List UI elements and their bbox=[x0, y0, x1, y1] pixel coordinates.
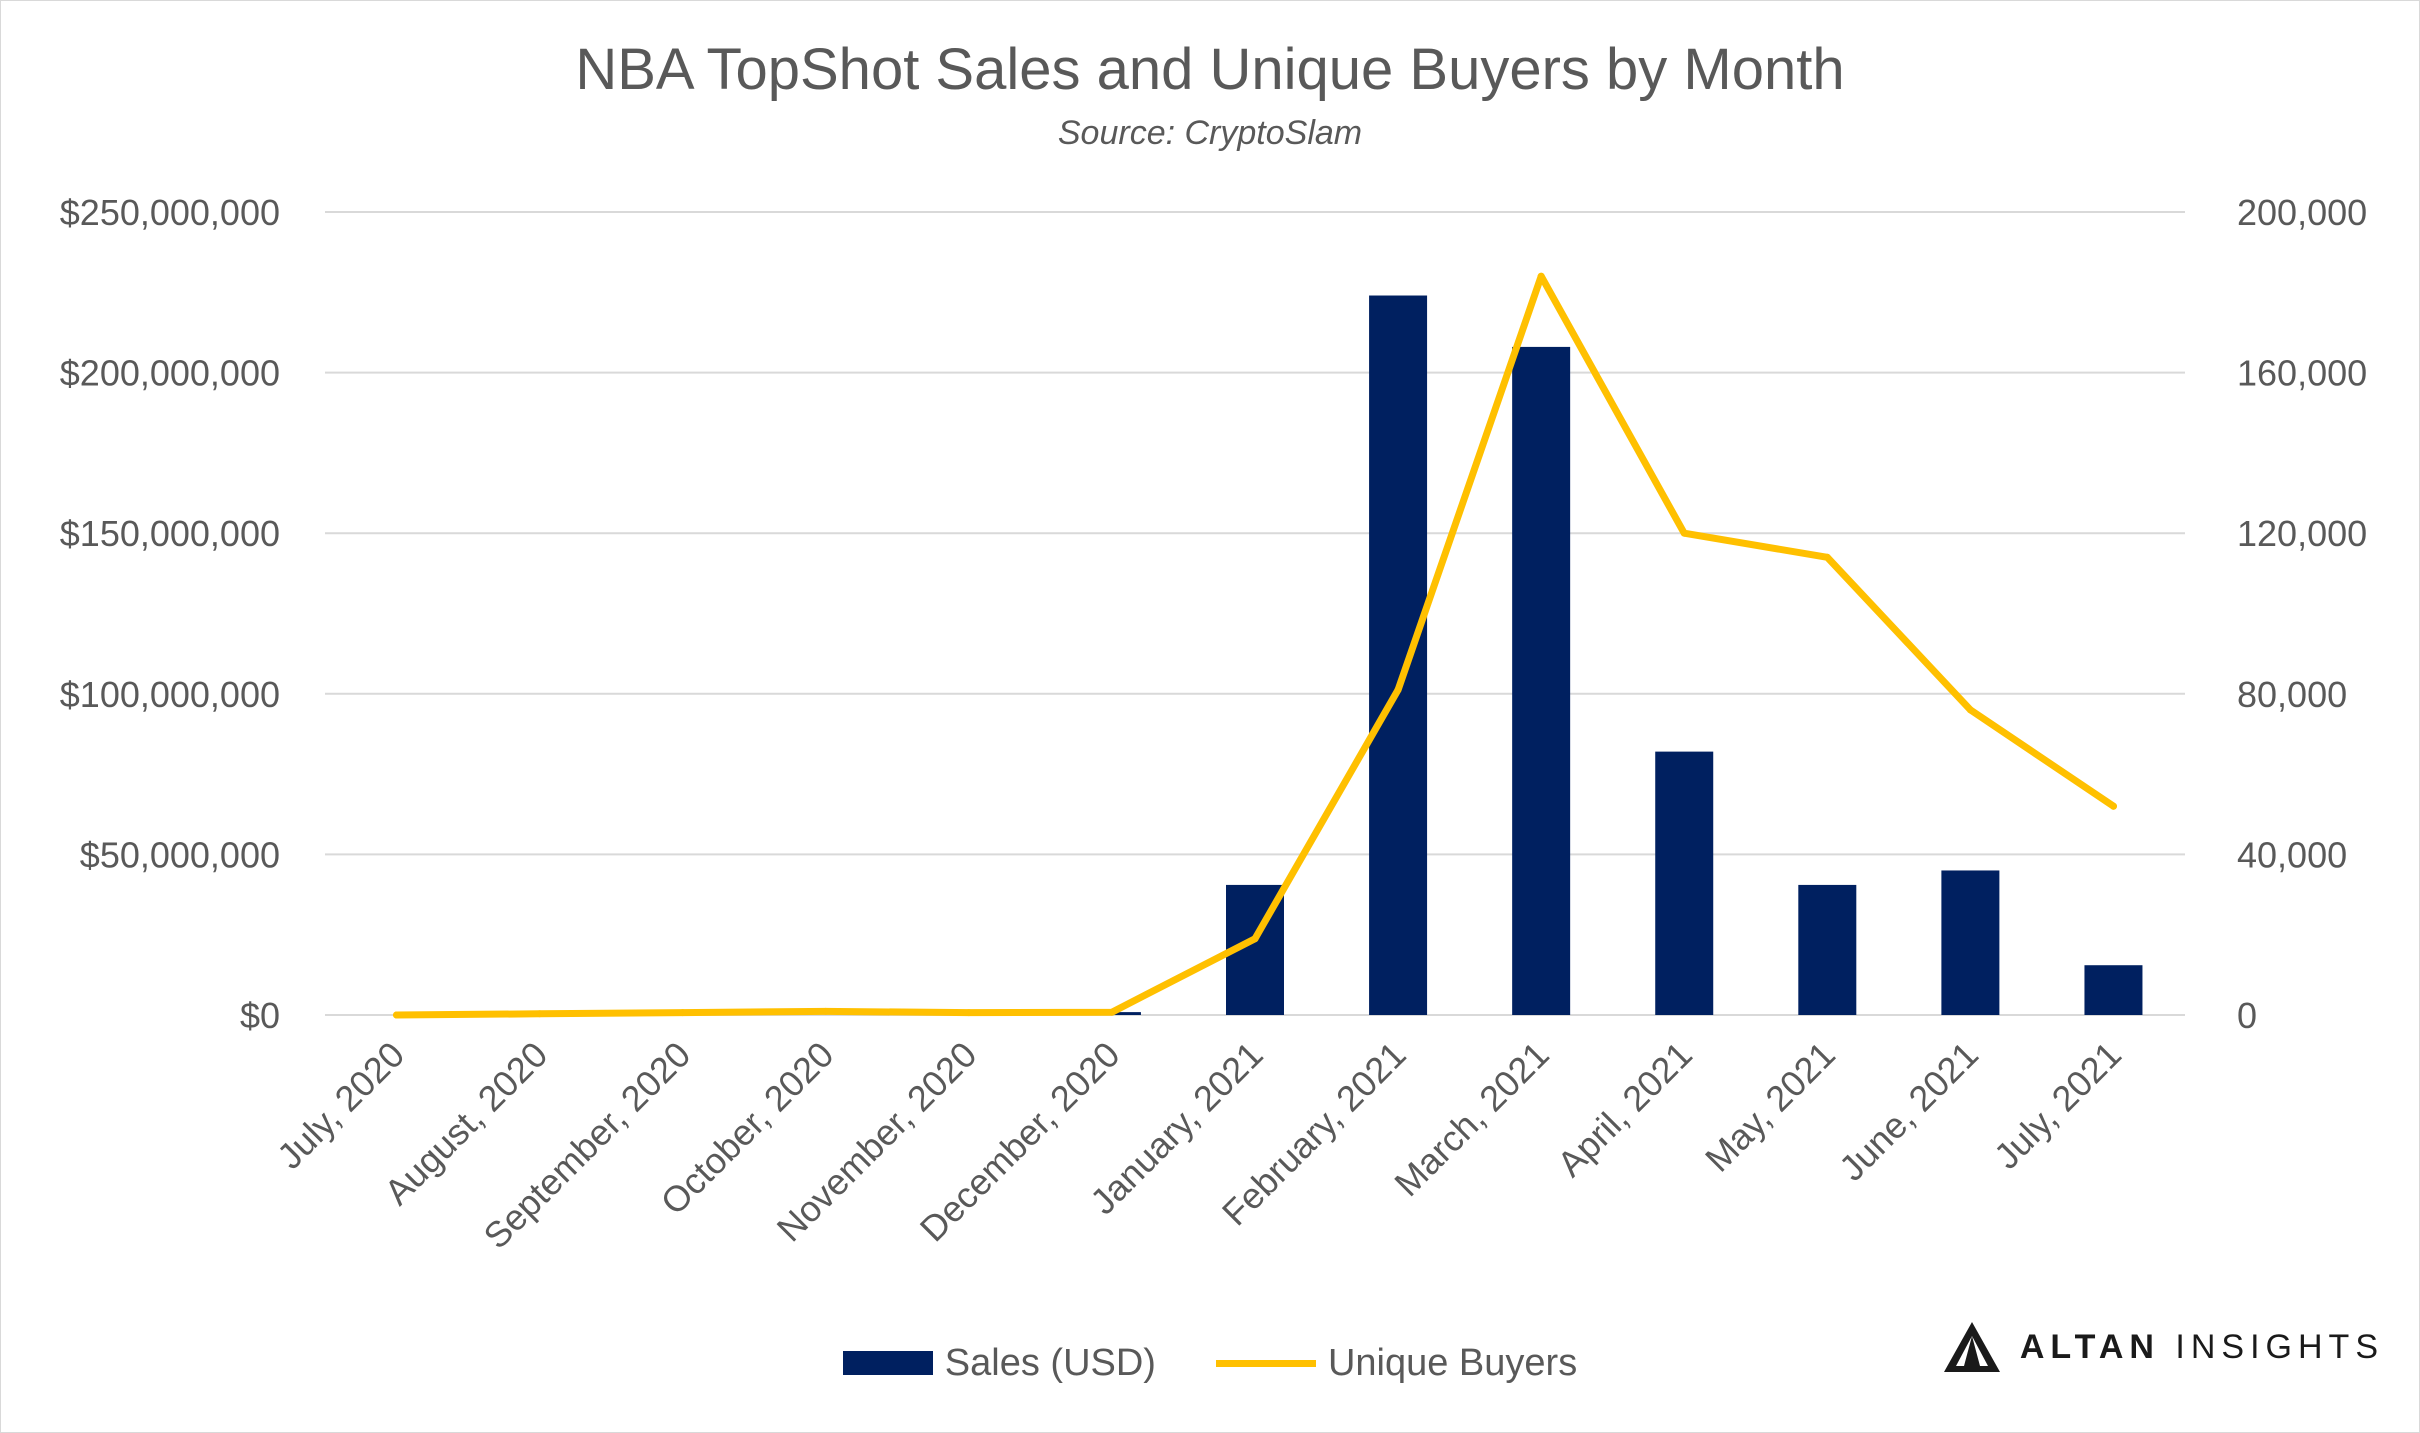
sales-bar bbox=[2084, 965, 2143, 1015]
y-right-tick-label: 40,000 bbox=[2237, 834, 2347, 875]
x-tick-label: April, 2021 bbox=[1549, 1034, 1700, 1185]
x-tick-label: July, 2020 bbox=[269, 1034, 412, 1177]
unique-buyers-point bbox=[822, 1007, 830, 1015]
unique-buyers-point bbox=[393, 1011, 401, 1019]
triangle-logo-icon bbox=[1943, 1322, 2000, 1372]
y-right-tick-label: 120,000 bbox=[2237, 513, 2367, 554]
chart-subtitle: Source: CryptoSlam bbox=[1057, 114, 1363, 152]
legend-label-sales: Sales (USD) bbox=[944, 1341, 1156, 1384]
legend-swatch-buyers bbox=[1215, 1359, 1316, 1367]
legend-swatch-sales bbox=[842, 1351, 933, 1375]
sales-bar bbox=[1798, 884, 1857, 1015]
x-tick-label: May, 2021 bbox=[1697, 1034, 1843, 1180]
brand-logo: ALTAN INSIGHTS bbox=[1940, 1318, 2384, 1376]
brand-name: ALTAN INSIGHTS bbox=[2019, 1327, 2384, 1366]
unique-buyers-point bbox=[1966, 706, 1974, 714]
unique-buyers-point bbox=[1394, 686, 1402, 694]
x-tick-label: March, 2021 bbox=[1386, 1034, 1556, 1204]
y-left-tick-label: $250,000,000 bbox=[60, 192, 280, 233]
y-right-tick-label: 0 bbox=[2237, 995, 2257, 1036]
y-left-tick-label: $200,000,000 bbox=[60, 353, 280, 394]
y-right-tick-label: 160,000 bbox=[2237, 353, 2367, 394]
sales-bar bbox=[1369, 295, 1428, 1016]
unique-buyers-point bbox=[536, 1010, 544, 1018]
x-tick-label: July, 2021 bbox=[1986, 1034, 2129, 1177]
unique-buyers-point bbox=[1823, 553, 1831, 561]
unique-buyers-point bbox=[2109, 802, 2117, 810]
y-left-tick-label: $100,000,000 bbox=[60, 674, 280, 715]
y-left-tick-label: $150,000,000 bbox=[60, 513, 280, 554]
legend-label-buyers: Unique Buyers bbox=[1327, 1341, 1578, 1384]
sales-bar bbox=[1941, 870, 2000, 1015]
y-left-tick-label: $0 bbox=[240, 995, 280, 1036]
y-right-tick-label: 200,000 bbox=[2237, 192, 2367, 233]
sales-bar bbox=[1655, 751, 1714, 1015]
unique-buyers-point bbox=[1251, 935, 1259, 943]
unique-buyers-point bbox=[1108, 1008, 1116, 1016]
chart-legend: Sales (USD) Unique Buyers bbox=[0, 1338, 2420, 1388]
x-tick-label: June, 2021 bbox=[1831, 1034, 1986, 1189]
unique-buyers-point bbox=[965, 1009, 973, 1017]
unique-buyers-point bbox=[679, 1009, 687, 1017]
unique-buyers-point bbox=[1680, 529, 1688, 537]
legend-item-buyers: Unique Buyers bbox=[1215, 1341, 1578, 1385]
y-right-tick-label: 80,000 bbox=[2237, 674, 2347, 715]
sales-bar bbox=[1512, 346, 1571, 1015]
unique-buyers-point bbox=[1537, 272, 1545, 280]
chart-title: NBA TopShot Sales and Unique Buyers by M… bbox=[575, 37, 1845, 102]
y-left-tick-label: $50,000,000 bbox=[80, 834, 280, 875]
legend-item-sales: Sales (USD) bbox=[842, 1341, 1156, 1385]
